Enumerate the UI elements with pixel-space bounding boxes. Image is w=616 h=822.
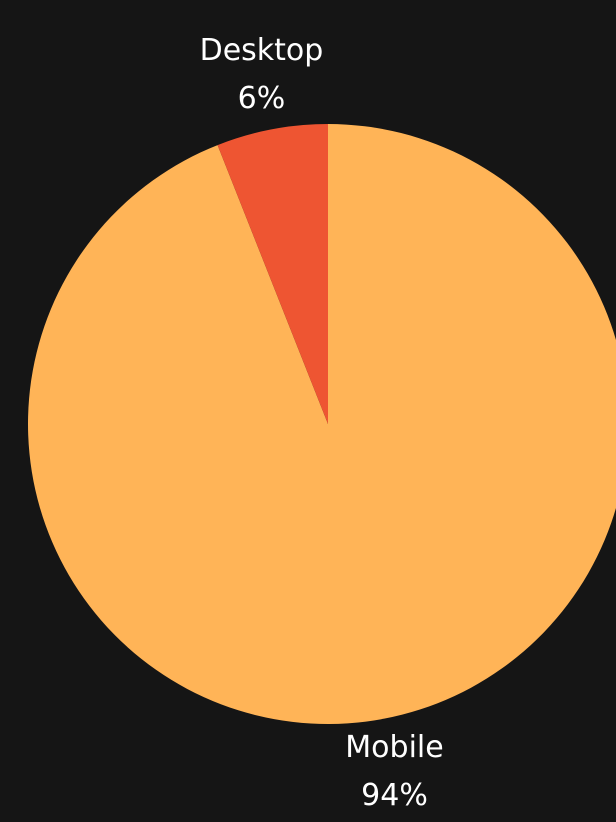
slice-value-label: 94% xyxy=(361,778,428,813)
pie-slice xyxy=(217,124,328,424)
pie-slice xyxy=(28,124,616,724)
slice-value-label: 6% xyxy=(238,81,286,116)
slice-name: Desktop xyxy=(200,33,324,68)
slice-name: Mobile xyxy=(345,730,443,765)
